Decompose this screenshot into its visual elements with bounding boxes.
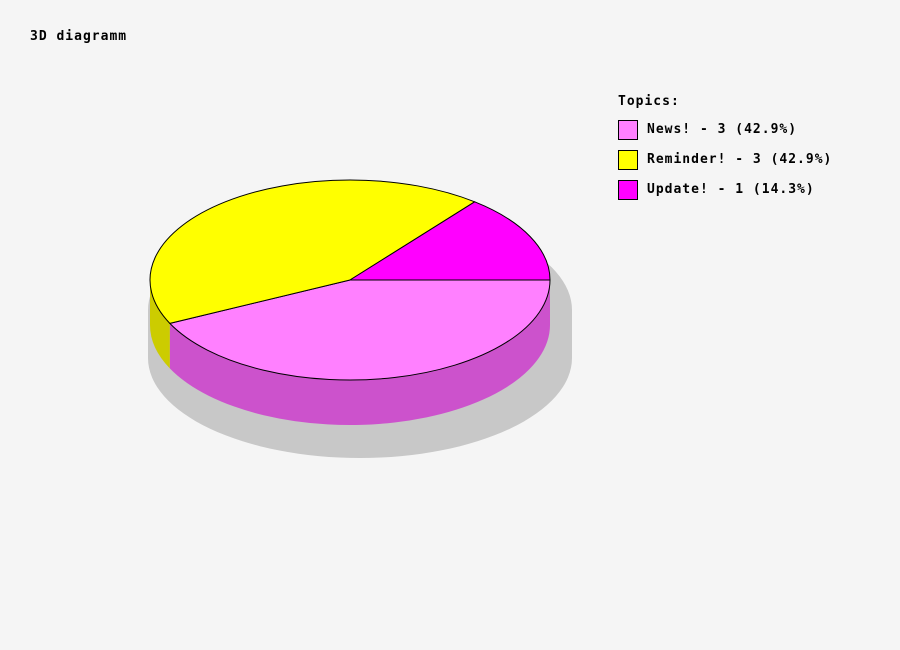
legend-item-news: News! - 3 (42.9%) — [618, 120, 832, 140]
legend-swatch-update — [618, 180, 638, 200]
legend-swatch-reminder — [618, 150, 638, 170]
legend-label-update: Update! - 1 (14.3%) — [647, 182, 815, 197]
legend: Topics: News! - 3 (42.9%) Reminder! - 3 … — [618, 95, 832, 210]
legend-title: Topics: — [618, 94, 680, 109]
legend-label-reminder: Reminder! - 3 (42.9%) — [647, 152, 833, 167]
chart-title: 3D diagramm — [30, 29, 128, 44]
pie-slice-update — [348, 201, 551, 281]
pie-slice-reminder — [149, 179, 476, 324]
pie-slice-side-news — [169, 280, 550, 425]
legend-item-update: Update! - 1 (14.3%) — [618, 180, 832, 200]
pie-slice-news — [168, 279, 551, 381]
legend-swatch-news — [618, 120, 638, 140]
legend-item-reminder: Reminder! - 3 (42.9%) — [618, 150, 832, 170]
legend-label-news: News! - 3 (42.9%) — [647, 122, 798, 137]
pie-slice-side-reminder — [150, 280, 170, 369]
